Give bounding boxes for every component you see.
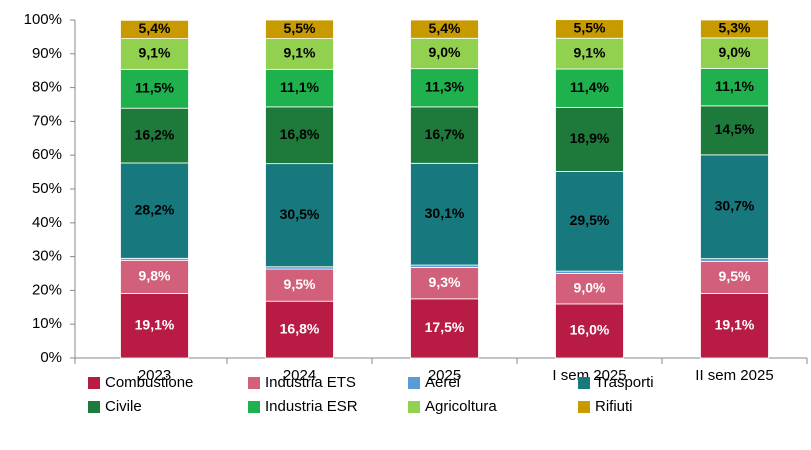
value-label: 14,5% xyxy=(715,121,755,137)
bar-segment xyxy=(700,105,769,156)
value-label: 5,4% xyxy=(139,20,171,36)
value-label: 9,1% xyxy=(574,44,606,60)
value-label: 18,9% xyxy=(570,130,610,146)
legend-label: Industria ETS xyxy=(265,374,356,391)
value-label: 5,5% xyxy=(574,20,606,36)
bar-segment xyxy=(265,163,334,268)
value-label: 19,1% xyxy=(135,316,175,332)
value-label: 9,1% xyxy=(284,45,316,61)
y-tick-label: 50% xyxy=(32,180,62,197)
value-label: 16,7% xyxy=(425,126,465,142)
legend-swatch xyxy=(408,377,420,389)
bar-segment xyxy=(410,267,479,300)
bar-segment xyxy=(120,68,189,109)
legend-swatch xyxy=(248,377,260,389)
legend-label: Industria ESR xyxy=(265,398,358,415)
y-tick-label: 0% xyxy=(40,349,62,366)
bar-segment xyxy=(555,273,624,305)
value-label: 9,3% xyxy=(429,274,461,290)
bar-segment xyxy=(265,300,334,359)
value-label: 9,0% xyxy=(429,44,461,60)
x-tick-label: 2023 xyxy=(138,367,171,384)
value-label: 11,1% xyxy=(280,79,319,95)
value-label: 30,1% xyxy=(425,205,465,221)
value-label: 16,0% xyxy=(570,322,610,338)
bar-segment xyxy=(410,19,479,39)
x-tick-label: 2025 xyxy=(428,367,461,384)
legend-swatch xyxy=(578,401,590,413)
value-label: 11,5% xyxy=(135,79,174,95)
value-label: 9,0% xyxy=(574,279,606,295)
legend-label: Combustione xyxy=(105,374,193,391)
value-label: 9,8% xyxy=(139,268,171,284)
bar-segment xyxy=(700,258,769,262)
y-tick-label: 100% xyxy=(24,11,62,28)
value-label: 28,2% xyxy=(135,201,175,217)
legend-swatch xyxy=(578,377,590,389)
bar-segment xyxy=(410,162,479,266)
bar-segment xyxy=(410,298,479,359)
y-tick-label: 70% xyxy=(32,112,62,129)
x-tick-label: I sem 2025 xyxy=(552,367,626,384)
legend-swatch xyxy=(88,377,100,389)
bar-segment xyxy=(555,107,624,172)
value-label: 11,1% xyxy=(715,78,754,94)
legend-label: Agricoltura xyxy=(425,398,497,415)
bar-segment xyxy=(120,38,189,70)
bar-segment xyxy=(700,19,769,39)
value-label: 17,5% xyxy=(425,319,465,335)
value-label: 11,4% xyxy=(570,79,609,95)
bar-segment xyxy=(700,293,769,359)
value-label: 16,8% xyxy=(280,126,320,142)
value-label: 5,4% xyxy=(429,20,461,36)
value-label: 11,3% xyxy=(425,78,464,94)
legend-swatch xyxy=(248,401,260,413)
bar-segment xyxy=(410,37,479,70)
value-label: 5,3% xyxy=(719,20,751,36)
y-tick-label: 90% xyxy=(32,45,62,62)
y-tick-label: 30% xyxy=(32,248,62,265)
bar-segment xyxy=(410,68,479,108)
value-label: 16,8% xyxy=(280,320,320,336)
bar-segment xyxy=(265,106,334,165)
value-label: 9,0% xyxy=(719,44,751,60)
y-tick-label: 60% xyxy=(32,146,62,163)
legend-label: Trasporti xyxy=(595,374,654,391)
value-label: 9,5% xyxy=(284,276,316,292)
bar-segment xyxy=(555,37,624,70)
y-tick-label: 20% xyxy=(32,281,62,298)
x-tick-label: II sem 2025 xyxy=(695,367,773,384)
bar-segment xyxy=(265,19,334,39)
bar-segment xyxy=(265,68,334,108)
bar-segment xyxy=(555,303,624,359)
y-tick-label: 10% xyxy=(32,315,62,332)
bar-segment xyxy=(265,268,334,302)
legend-label: Rifiuti xyxy=(595,398,633,415)
legend-label: Civile xyxy=(105,398,142,415)
value-label: 29,5% xyxy=(570,212,610,228)
legend-swatch xyxy=(408,401,420,413)
legend-swatch xyxy=(88,401,100,413)
value-label: 9,1% xyxy=(139,45,171,61)
value-label: 19,1% xyxy=(715,316,755,332)
value-label: 5,5% xyxy=(284,20,316,36)
legend-label: Aerei xyxy=(425,374,460,391)
bar-segment xyxy=(555,19,624,39)
y-tick-label: 40% xyxy=(32,214,62,231)
bar-segment xyxy=(120,19,189,39)
x-tick-label: 2024 xyxy=(283,367,316,384)
value-label: 9,5% xyxy=(719,268,751,284)
value-label: 16,2% xyxy=(135,126,175,142)
value-label: 30,5% xyxy=(280,206,320,222)
y-tick-label: 80% xyxy=(32,79,62,96)
value-label: 30,7% xyxy=(715,197,755,213)
